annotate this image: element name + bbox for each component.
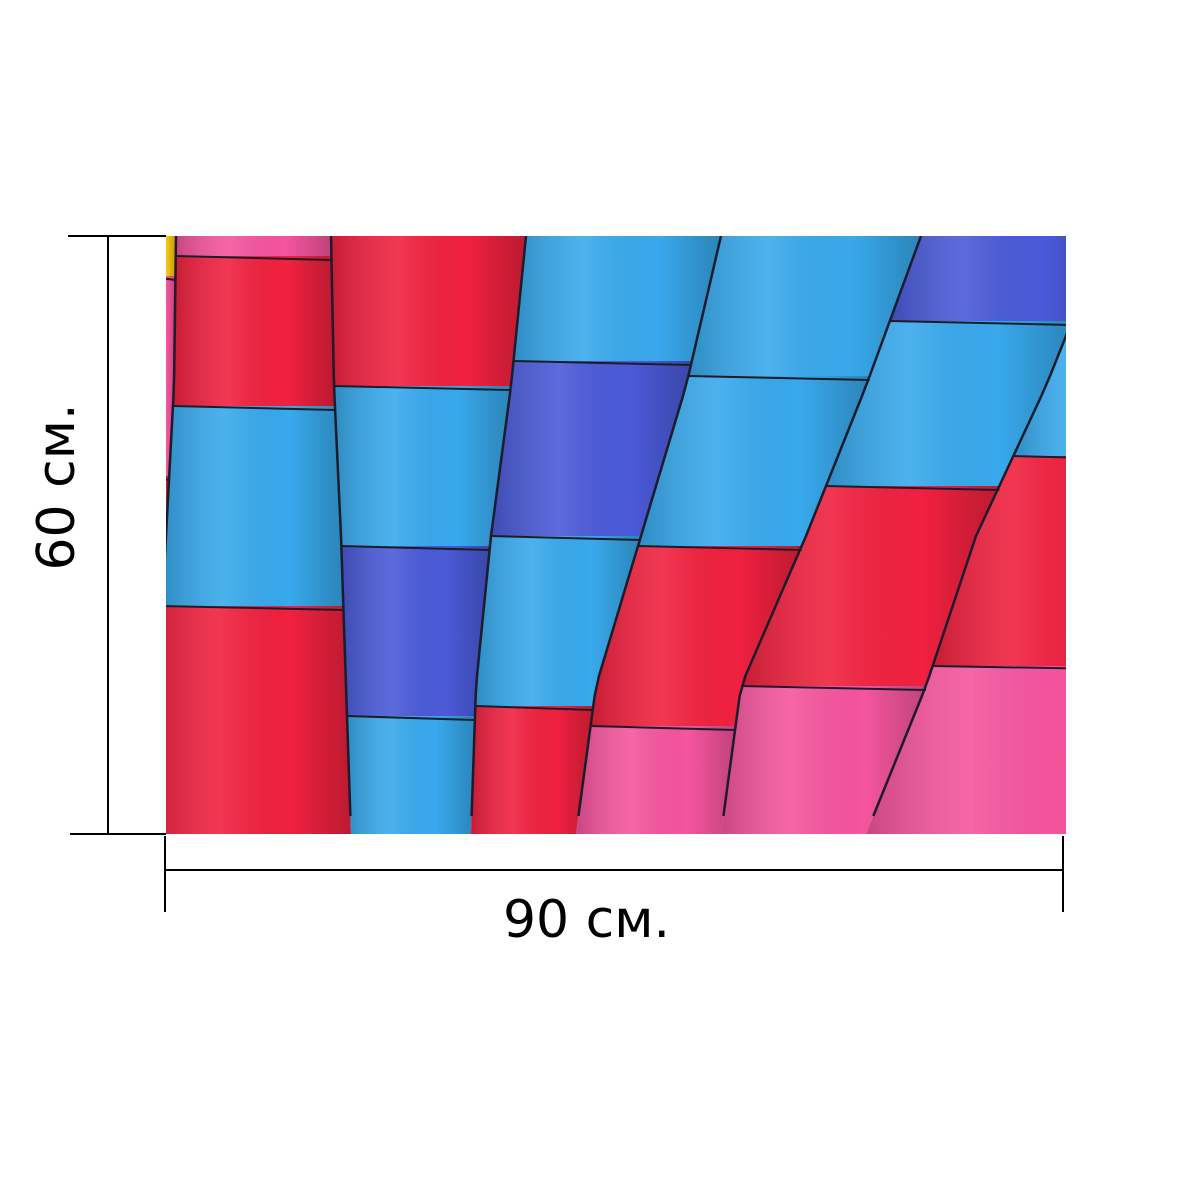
fabric-seam [333,385,512,391]
balloon-fabric-illustration [166,236,1066,834]
fabric-panel-shading [741,486,1000,686]
fabric-seam [1013,455,1066,459]
fabric-panel-shading [471,706,594,834]
fabric-seam [490,535,642,541]
fabric-panel-shading [166,606,351,834]
fabric-seam [889,320,1066,326]
fabric-panel-shading [590,546,802,726]
width-dimension-right-tick [1062,836,1064,912]
fabric-seam [341,545,491,551]
fabric-panel-shading [721,686,926,834]
fabric-panel-shading [331,236,526,386]
balloon-fabric-photo [166,236,1066,834]
fabric-seam [470,236,528,817]
fabric-panel-shading [866,666,1066,834]
width-dimension-line [166,869,1064,871]
fabric-panel-shading [576,726,736,834]
fabric-seam [637,545,802,551]
fabric-seam [172,405,335,411]
fabric-panel-shading [513,236,721,361]
fabric-seam [722,236,923,817]
fabric-panel-shading [688,236,921,376]
fabric-seam [475,705,594,711]
fabric-seam [166,277,176,281]
fabric-seam [166,236,178,560]
fabric-panel-shading [166,276,176,476]
fabric-panel-shading [347,716,475,834]
fabric-seam [577,236,723,817]
fabric-panel-shading [826,321,1066,486]
fabric-panel-shading [638,376,870,546]
width-label: 90 см. [502,890,671,950]
fabric-panel-shading [166,236,176,276]
fabric-panel-shading [166,406,344,606]
fabric-seam [175,255,332,261]
fabric-panel-shading [341,546,490,716]
height-dimension-top-tick [68,235,166,237]
height-dimension-bottom-tick [70,833,166,835]
fabric-panel-shading [491,361,692,536]
fabric-seam [688,375,870,381]
width-dimension-left-tick [164,836,166,912]
fabric-seam [872,332,1066,817]
fabric-panel-shading [334,386,511,546]
fabric-panel-shading [175,236,332,256]
fabric-seam [825,485,1000,491]
fabric-panel-shading [889,236,1066,321]
fabric-seam [346,715,476,721]
fabric-seam [166,605,344,611]
fabric-seam [740,685,927,691]
fabric-panel-shading [172,256,335,406]
fabric-panel-shading [475,536,641,706]
fabric-seam [590,725,736,731]
fabric-seam [932,665,1066,670]
fabric-panel-shading [166,476,170,536]
height-label: 60 см. [27,403,87,571]
fabric-seam [329,236,352,817]
height-dimension-line [107,236,109,834]
fabric-panel-shading [932,456,1066,666]
fabric-panel-shading [1013,336,1066,456]
fabric-seam [513,360,692,366]
